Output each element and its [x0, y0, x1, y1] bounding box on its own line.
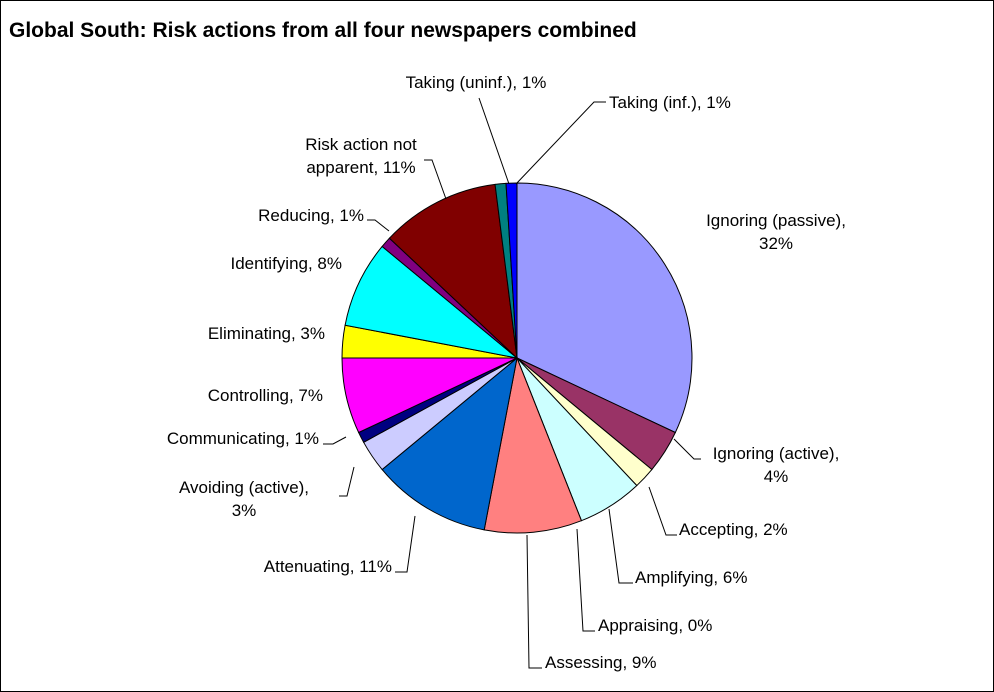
leader-line-accepting — [648, 486, 677, 536]
leader-line-communicating — [323, 436, 347, 445]
data-label-reducing: Reducing, 1% — [258, 206, 364, 225]
pie-slice-ignoring-passive — [516, 182, 693, 434]
leader-lines-layer — [323, 97, 701, 669]
leader-line-appraising — [576, 528, 595, 632]
leader-line-reducing — [367, 219, 390, 232]
pie-slice-risk-action-not-apparent — [388, 183, 518, 360]
leader-line-attenuating — [395, 515, 416, 573]
data-label-identifying: Identifying, 8% — [230, 254, 342, 273]
slices-layer — [341, 182, 693, 534]
leader-line-taking-inf — [515, 101, 606, 185]
data-label-taking-uninf: Taking (uninf.), 1% — [406, 73, 547, 92]
leader-line-amplifying — [608, 508, 633, 584]
data-label-communicating: Communicating, 1% — [167, 429, 319, 448]
leader-line-assessing — [526, 534, 542, 669]
data-label-amplifying: Amplifying, 6% — [635, 568, 747, 587]
data-label-avoiding-active: Avoiding (active), 3% — [179, 478, 309, 520]
chart-title: Global South: Risk actions from all four… — [9, 19, 637, 42]
leader-line-taking-uninf — [478, 97, 510, 185]
data-label-appraising: Appraising, 0% — [598, 616, 712, 635]
pie-slice-assessing — [483, 356, 583, 534]
pie-slice-attenuating — [381, 356, 518, 531]
data-label-attenuating: Attenuating, 11% — [264, 557, 392, 576]
data-label-controlling: Controlling, 7% — [208, 386, 323, 405]
data-label-ignoring-active: Ignoring (active), 4% — [713, 444, 840, 486]
data-label-eliminating: Eliminating, 3% — [208, 324, 325, 343]
leader-line-avoiding-active — [339, 466, 355, 497]
data-label-taking-inf: Taking (inf.), 1% — [609, 93, 731, 112]
leader-line-risk-action-not-apparent — [424, 159, 447, 200]
leader-line-ignoring-active — [673, 438, 701, 460]
data-label-risk-action-not-apparent: Risk action not apparent, 11% — [305, 135, 417, 177]
data-labels-layer: Ignoring (passive), 32% Ignoring (active),… — [167, 73, 846, 672]
data-label-accepting: Accepting, 2% — [679, 520, 788, 539]
data-label-ignoring-passive: Ignoring (passive), 32% — [706, 211, 846, 253]
data-label-assessing: Assessing, 9% — [545, 653, 657, 672]
